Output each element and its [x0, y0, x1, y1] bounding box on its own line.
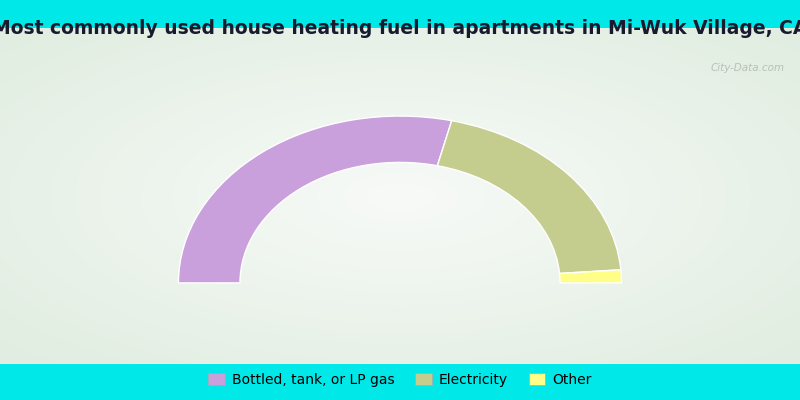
Text: City-Data.com: City-Data.com	[710, 63, 785, 73]
Wedge shape	[178, 116, 452, 283]
Legend: Bottled, tank, or LP gas, Electricity, Other: Bottled, tank, or LP gas, Electricity, O…	[204, 369, 596, 391]
Wedge shape	[438, 121, 621, 274]
Wedge shape	[559, 270, 622, 283]
Text: Most commonly used house heating fuel in apartments in Mi-Wuk Village, CA: Most commonly used house heating fuel in…	[0, 18, 800, 38]
